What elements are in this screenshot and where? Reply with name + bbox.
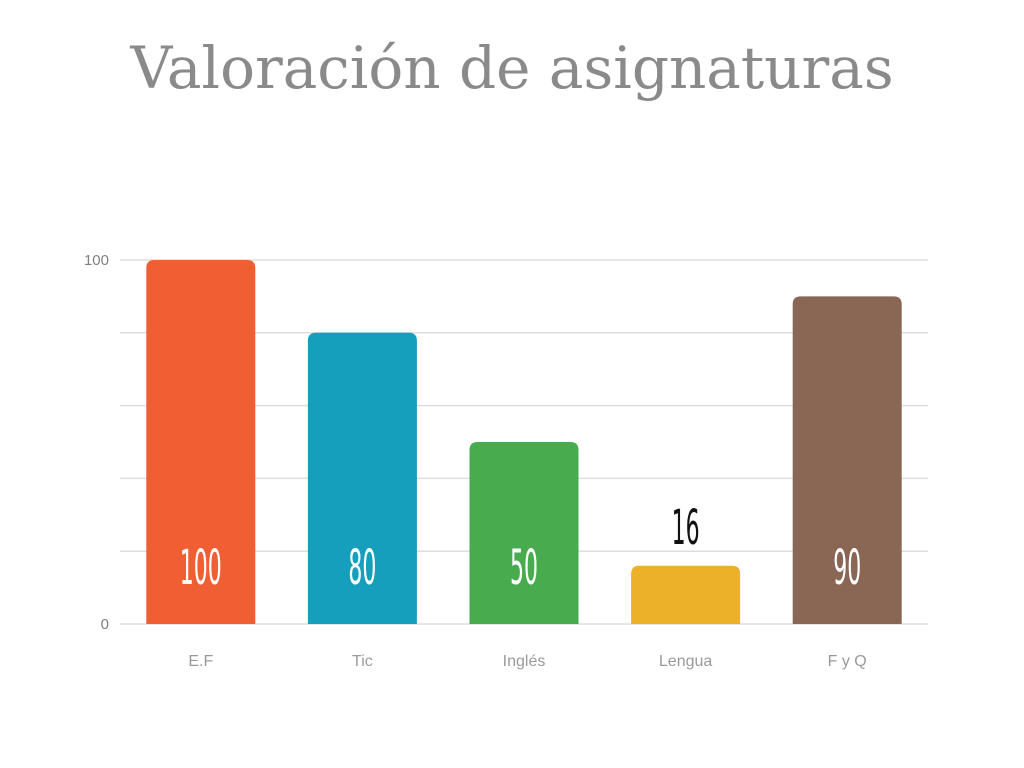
bar: [146, 260, 256, 624]
x-tick-label: F y Q: [828, 653, 867, 670]
data-label: 16: [672, 499, 700, 556]
x-tick-label: Tic: [352, 653, 373, 670]
y-axis-ticks: 0 100: [84, 252, 109, 633]
x-tick-label: Inglés: [503, 653, 546, 670]
bar: [469, 442, 579, 624]
x-tick-label: Lengua: [659, 653, 712, 670]
x-axis-categories: E.F Tic Inglés Lengua F y Q: [188, 653, 866, 670]
data-labels: 100 80 50 16 90: [180, 499, 861, 596]
chart-title: Valoración de asignaturas: [130, 34, 894, 102]
y-tick-label: 0: [101, 616, 109, 633]
bar: [631, 565, 741, 624]
data-label: 80: [348, 539, 376, 596]
y-tick-label: 100: [84, 252, 109, 269]
x-tick-label: E.F: [188, 653, 213, 670]
bars: [146, 260, 902, 624]
bar: [307, 332, 417, 624]
data-label: 90: [833, 539, 861, 596]
data-label: 50: [510, 539, 538, 596]
data-label: 100: [180, 539, 222, 596]
bar: [792, 296, 902, 624]
